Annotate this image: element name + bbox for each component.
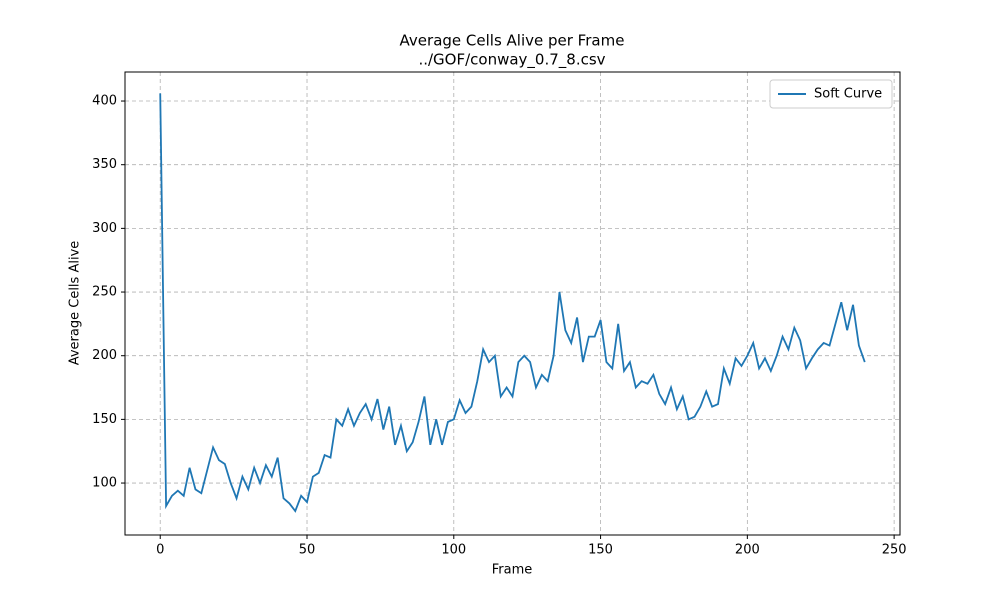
chart-subtitle: ../GOF/conway_0.7_8.csv (418, 51, 605, 70)
y-tick-label: 100 (92, 476, 117, 491)
x-axis-label: Frame (492, 563, 533, 578)
x-tick-label: 250 (882, 543, 907, 558)
x-tick-label: 150 (588, 543, 613, 558)
x-tick-label: 100 (441, 543, 466, 558)
y-tick-label: 350 (92, 157, 117, 172)
x-tick-label: 200 (735, 543, 760, 558)
data-line (159, 93, 866, 513)
x-tick-label: 0 (156, 543, 164, 558)
y-tick-label: 250 (92, 285, 117, 300)
legend-label: Soft Curve (814, 87, 882, 102)
x-tick-label: 50 (299, 543, 316, 558)
plot-frame (124, 71, 901, 536)
y-axis-label: Average Cells Alive (68, 241, 83, 366)
y-tick-label: 300 (92, 221, 117, 236)
chart-title: Average Cells Alive per Frame (400, 32, 625, 50)
y-tick-label: 150 (92, 412, 117, 427)
legend-box (769, 79, 893, 109)
legend: Soft Curve (769, 79, 893, 109)
y-tick-label: 200 (92, 348, 117, 363)
y-tick-label: 400 (92, 94, 117, 109)
